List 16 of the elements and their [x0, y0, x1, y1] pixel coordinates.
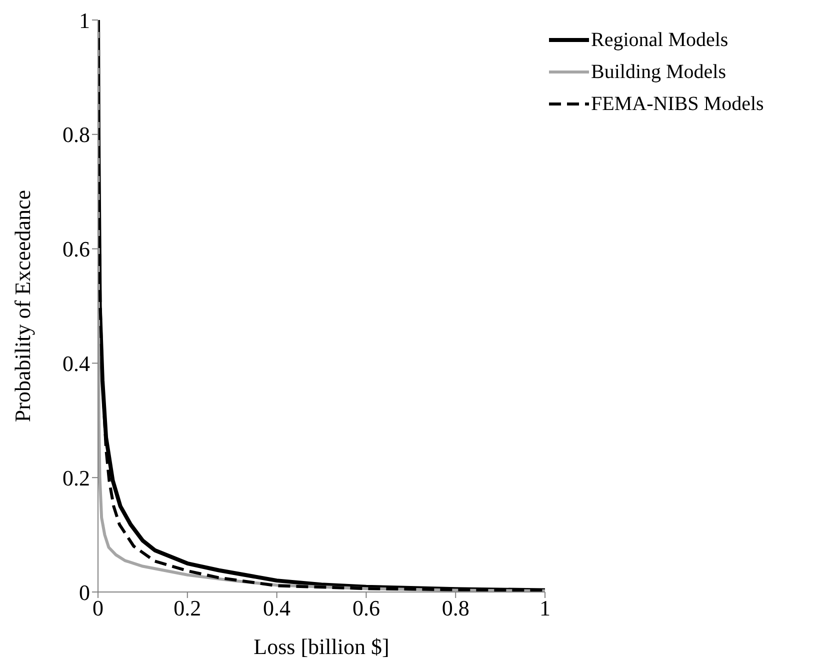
legend-label: Regional Models [591, 28, 728, 52]
x-tick-label: 0.2 [174, 596, 202, 621]
y-tick-label: 0.8 [62, 122, 90, 148]
x-tick-label: 1 [540, 596, 550, 621]
y-tick-label: 1 [79, 8, 90, 33]
x-axis-title: Loss [billion $] [254, 634, 390, 659]
legend-label: Building Models [591, 60, 726, 84]
y-tick-label: 0.2 [62, 465, 90, 490]
y-tick-label: 0 [79, 580, 90, 605]
x-tick-label: 0.6 [352, 596, 380, 621]
x-tick-label: 0.4 [263, 596, 291, 621]
x-tick-label: 0.8 [442, 596, 470, 621]
y-axis-title: Probability of Exceedance [10, 190, 35, 422]
legend-label: FEMA-NIBS Models [591, 92, 764, 116]
y-tick-label: 0.6 [62, 236, 90, 262]
y-tick-label: 0.4 [62, 351, 90, 376]
